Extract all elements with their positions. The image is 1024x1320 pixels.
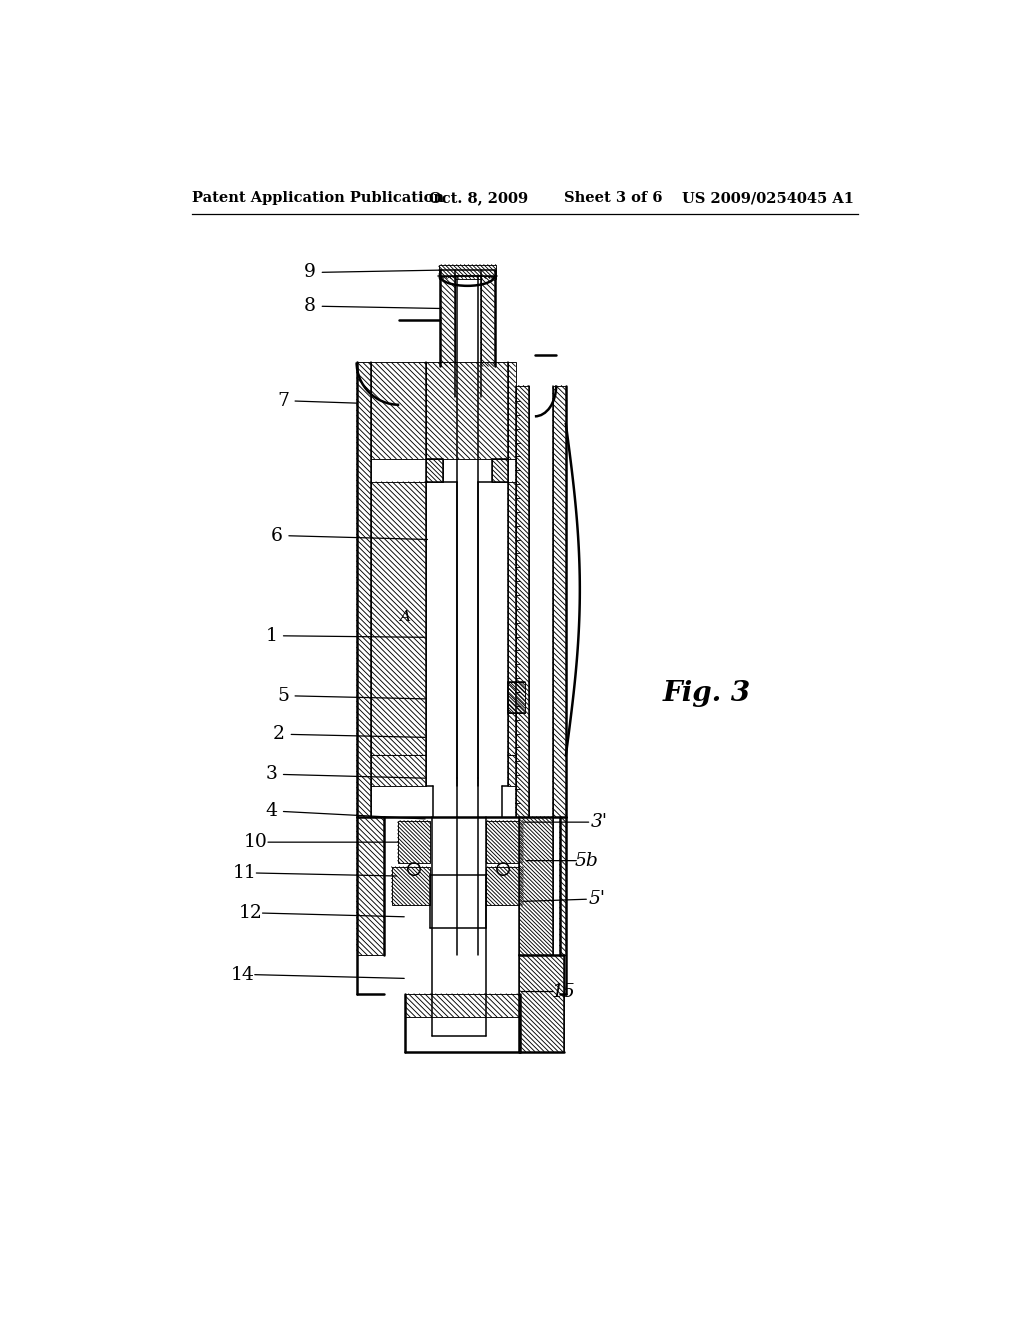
Bar [480, 276, 495, 277]
Bar [426, 459, 443, 482]
Text: Sheet 3 of 6: Sheet 3 of 6 [563, 191, 663, 206]
Bar [486, 867, 523, 906]
Bar [508, 682, 524, 713]
Bar [426, 363, 508, 459]
Text: 6: 6 [271, 527, 283, 545]
Text: 4: 4 [265, 803, 278, 820]
Bar [440, 276, 455, 277]
Bar [515, 385, 529, 817]
Bar [371, 363, 426, 459]
Bar [406, 994, 520, 1016]
Bar [553, 385, 566, 817]
Text: Fig. 3: Fig. 3 [663, 680, 751, 708]
Text: Patent Application Publication: Patent Application Publication [191, 191, 443, 206]
Text: 12: 12 [239, 904, 262, 921]
Text: 15: 15 [552, 982, 575, 1001]
Bar [486, 821, 523, 863]
Text: 14: 14 [230, 966, 255, 983]
Bar [391, 867, 430, 906]
Bar [493, 459, 508, 482]
Text: Oct. 8, 2009: Oct. 8, 2009 [429, 191, 527, 206]
Bar [519, 956, 564, 1052]
Bar [356, 817, 384, 956]
Text: A: A [399, 610, 411, 623]
Bar [519, 817, 553, 956]
Bar [480, 276, 495, 367]
Text: 1: 1 [265, 627, 278, 644]
Bar [438, 264, 496, 279]
Bar [560, 817, 566, 956]
Bar [397, 821, 430, 863]
Text: 11: 11 [232, 865, 256, 882]
Bar [371, 482, 426, 755]
Text: 9: 9 [304, 264, 316, 281]
Text: 10: 10 [244, 833, 268, 851]
Text: 5: 5 [278, 686, 289, 705]
Bar [371, 755, 426, 785]
Text: 3: 3 [265, 766, 278, 783]
Bar [508, 482, 515, 755]
Text: 7: 7 [278, 392, 289, 411]
Bar [508, 755, 515, 785]
Bar [440, 276, 455, 367]
Text: 8: 8 [304, 297, 316, 315]
Bar [356, 363, 371, 817]
Text: 2: 2 [273, 726, 285, 743]
Text: 5': 5' [589, 890, 605, 908]
Bar [508, 363, 515, 459]
Text: 5b: 5b [574, 851, 599, 870]
Text: US 2009/0254045 A1: US 2009/0254045 A1 [682, 191, 854, 206]
Text: 3': 3' [591, 813, 607, 832]
